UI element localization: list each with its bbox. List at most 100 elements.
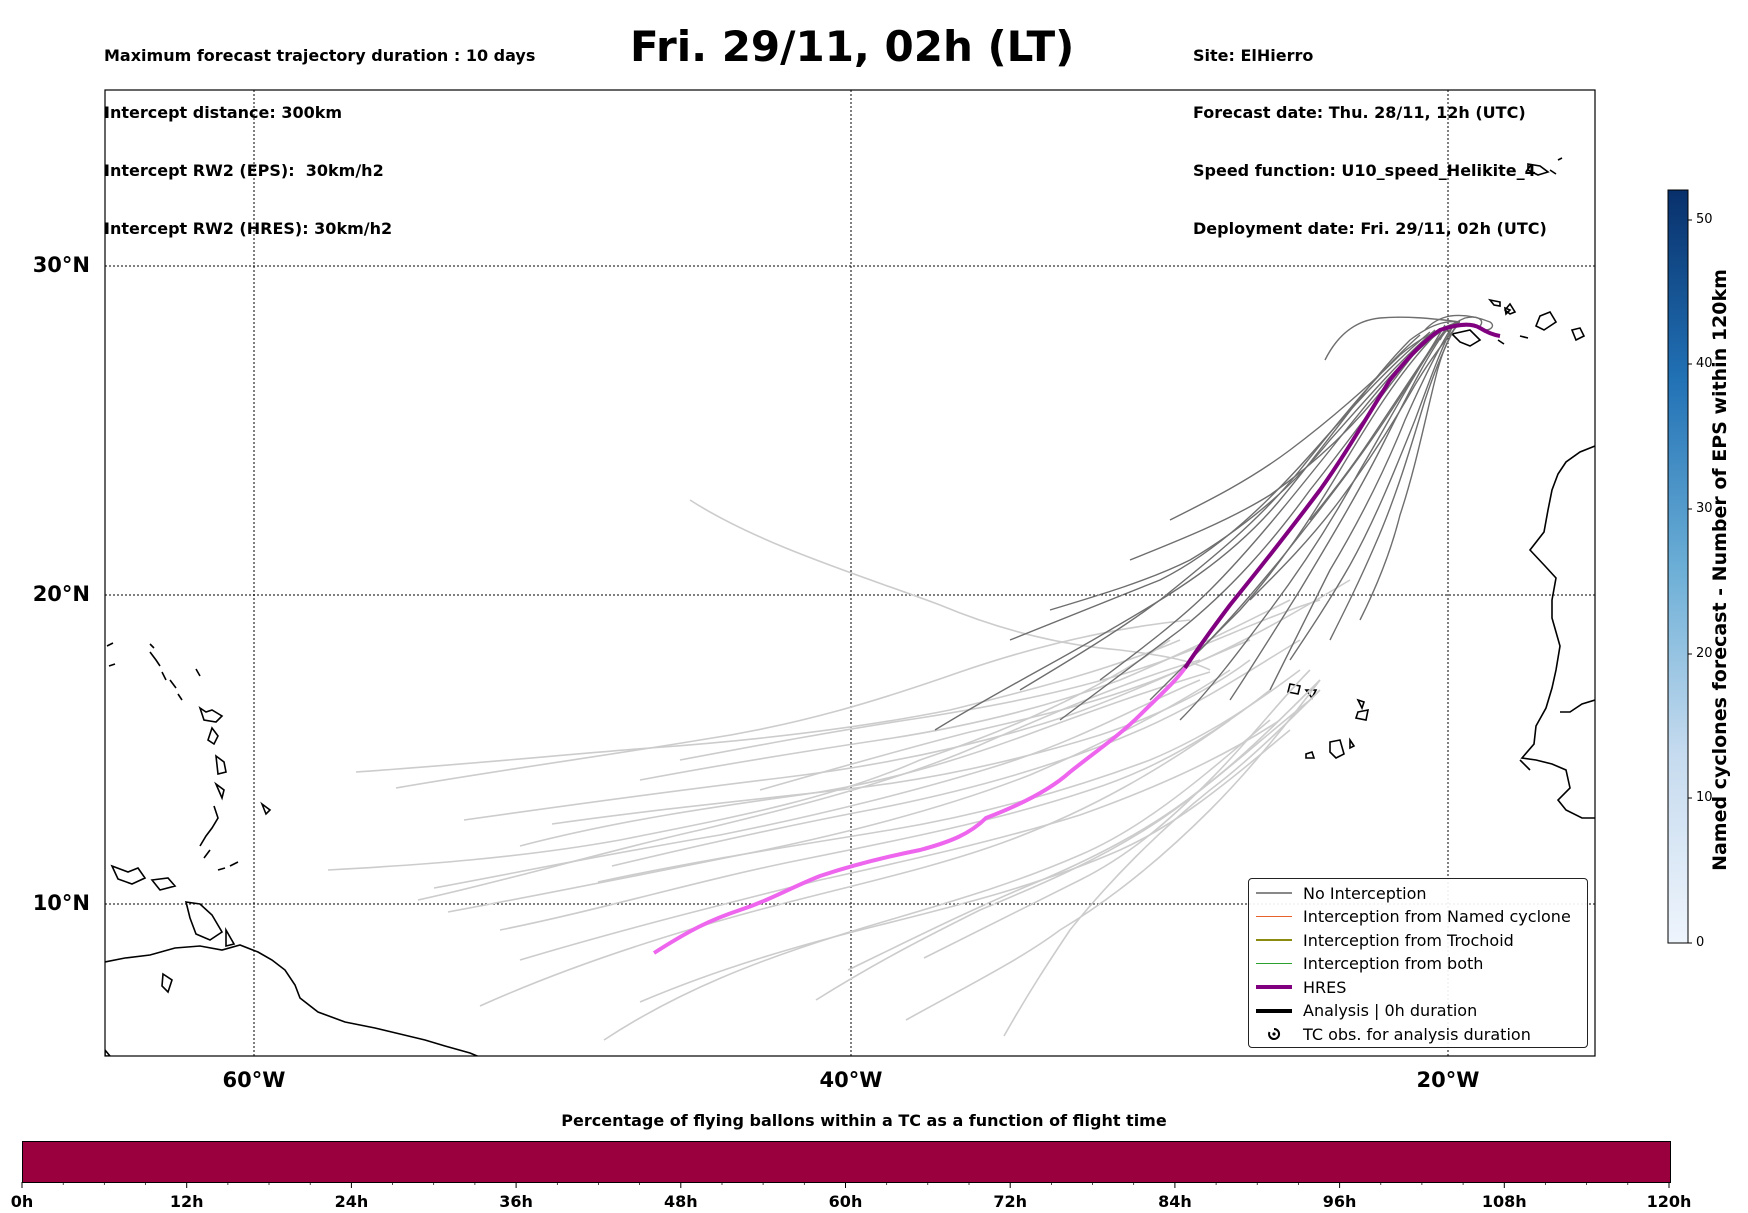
light-trajectories [327, 499, 1351, 1041]
lon-label-20: 20°W [1416, 1068, 1480, 1092]
lat-label-30: 30°N [32, 253, 90, 277]
legend-label: Analysis | 0h duration [1303, 1001, 1478, 1020]
trajectory-dark [934, 320, 1461, 731]
trajectory-dark [1019, 334, 1421, 691]
cyclone-icon [1268, 1027, 1281, 1040]
coastline-lesser-antilles [106, 642, 272, 871]
legend-label: Interception from Named cyclone [1303, 907, 1571, 926]
legend-swatch [1256, 892, 1292, 894]
legend-label: Interception from both [1303, 954, 1484, 973]
legend-item-both: Interception from both [1255, 953, 1483, 975]
timebar-tick-label: 96h [1322, 1192, 1357, 1211]
timebar-tick-label: 0h [10, 1192, 34, 1211]
trajectory-light [905, 679, 1321, 1021]
trajectory-dark [1324, 316, 1461, 361]
trajectory-light [611, 639, 1301, 867]
timebar-tick-label: 36h [499, 1192, 533, 1211]
trajectory-light [499, 689, 1271, 931]
coastlines [105, 157, 1595, 1056]
timebar-fill [23, 1142, 1670, 1182]
legend-swatch [1256, 985, 1292, 989]
hres-trajectory-late [652, 666, 1187, 955]
trajectory-light [433, 679, 1201, 889]
header-left-line: Intercept RW2 (HRES): 30km/h2 [104, 219, 393, 239]
colorbar-title: Named cyclones forecast - Number of EPS … [1709, 269, 1731, 871]
trajectory-dark [1329, 321, 1459, 641]
legend-label: Interception from Trochoid [1303, 930, 1514, 950]
colorbar-ticks [1688, 219, 1692, 944]
colorbar-tick-label: 40 [1696, 356, 1713, 371]
hres-trajectory [1183, 322, 1501, 670]
page-title: Fri. 29/11, 02h (LT) [630, 22, 1075, 71]
trajectory-dark [1229, 324, 1451, 701]
legend-label: No Interception [1303, 883, 1427, 903]
trajectory-dark [1309, 321, 1461, 521]
trajectory-light [327, 639, 1171, 871]
header-right-info: Site: ElHierro Forecast date: Thu. 28/11… [1193, 7, 1547, 258]
legend-item-tc-obs: TC obs. for analysis duration [1255, 1023, 1531, 1045]
trajectory-dark [1169, 321, 1459, 521]
header-right-line: Site: ElHierro [1193, 45, 1314, 65]
header-right-line: Speed function: U10_speed_Helikite_4 [1193, 161, 1536, 181]
timebar-minor-ticks [21, 1182, 1670, 1188]
coastline-africa [1519, 445, 1595, 819]
trajectory-light [847, 679, 1321, 971]
lon-label-40: 40°W [819, 1068, 883, 1092]
lat-label-10: 10°N [32, 891, 90, 915]
legend-item-trochoid: Interception from Trochoid [1255, 929, 1514, 951]
header-left-line: Maximum forecast trajectory duration : 1… [104, 45, 536, 65]
trajectory-light [679, 599, 1321, 761]
legend-swatch [1256, 939, 1292, 941]
trajectory-light [519, 719, 1281, 961]
trajectory-light [603, 719, 1271, 1041]
trajectory-light [639, 599, 1291, 781]
legend-swatch [1256, 1008, 1292, 1013]
trajectory-dark [1249, 324, 1459, 601]
legend-item-analysis: Analysis | 0h duration [1255, 1000, 1477, 1022]
lon-label-60: 60°W [222, 1068, 286, 1092]
map-frame [104, 89, 1596, 1057]
header-left-line: Intercept distance: 300km [104, 103, 343, 123]
trajectory-light [923, 669, 1311, 959]
trajectory-light [519, 671, 1211, 847]
dark-trajectories [934, 314, 1494, 731]
trajectory-light [395, 619, 1191, 789]
legend-swatch [1256, 915, 1292, 918]
header-right-line: Deployment date: Fri. 29/11, 02h (UTC) [1193, 219, 1547, 239]
trajectory-light [479, 719, 1231, 1007]
colorbar-tick-label: 50 [1696, 212, 1713, 227]
timebar-title: Percentage of flying ballons within a TC… [561, 1111, 1167, 1130]
colorbar-gradient [1667, 189, 1689, 944]
trajectory-light [417, 659, 1201, 901]
timebar [22, 1141, 1671, 1183]
colorbar-tick-label: 10 [1696, 790, 1713, 805]
header-left-line: Intercept RW2 (EPS): 30km/h2 [104, 161, 384, 181]
trajectory-light [1003, 689, 1321, 1037]
legend-item-no-interception: No Interception [1255, 882, 1427, 904]
trajectory-dark [1099, 329, 1441, 681]
timebar-tick-label: 60h [828, 1192, 863, 1211]
map-legend: No Interception Interception from Named … [1248, 878, 1588, 1048]
timebar-tick-label: 48h [663, 1192, 698, 1211]
timebar-tick-label: 120h [1646, 1192, 1692, 1211]
coastline-south-america [105, 944, 480, 1056]
lat-label-20: 20°N [32, 582, 90, 606]
colorbar-tick-label: 20 [1696, 646, 1713, 661]
header-right-line: Forecast date: Thu. 28/11, 12h (UTC) [1193, 103, 1526, 123]
trajectory-dark [1269, 321, 1456, 691]
trajectory-dark [1149, 329, 1441, 701]
trajectory-dark [1009, 331, 1431, 641]
trajectory-light [639, 729, 1291, 1003]
timebar-tick-label: 72h [993, 1192, 1028, 1211]
colorbar-tick-label: 0 [1696, 935, 1705, 950]
legend-item-named-cyclone: Interception from Named cyclone [1255, 906, 1571, 928]
header-left-info: Maximum forecast trajectory duration : 1… [104, 7, 535, 258]
coastline-caribbean-islands [105, 864, 236, 1056]
trajectory-dark [1289, 321, 1456, 661]
legend-swatch [1256, 962, 1292, 965]
trajectory-light [815, 699, 1311, 1001]
coastline-cape-verde [1287, 683, 1370, 759]
trajectory-light [463, 639, 1251, 821]
colorbar-tick-label: 30 [1696, 501, 1713, 516]
